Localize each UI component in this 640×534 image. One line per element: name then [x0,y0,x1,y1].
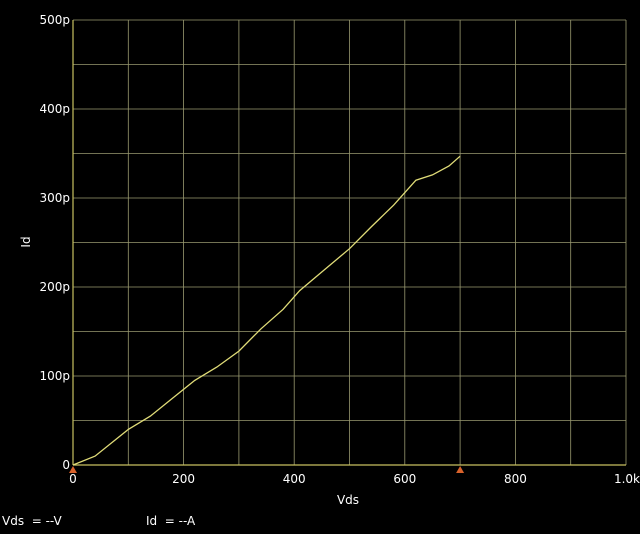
x-tick-label: 200 [172,472,195,486]
y-tick-label: 500p [39,13,70,27]
x-tick-label: 1.0k [614,472,640,486]
tick-label-layer: 0 200 400 600 800 1.0k 0 100p 200p 300p 400p 500p [39,13,640,486]
y-axis-title: Id [19,236,33,247]
x-tick-label: 400 [283,472,306,486]
y-tick-label: 400p [39,102,70,116]
grid-layer [73,19,627,465]
axis-layer [72,20,626,466]
series-layer [72,155,461,466]
x-tick-label: 800 [504,472,527,486]
series-line [72,155,461,466]
cursor-marker [69,466,77,473]
marker-layer [69,466,465,473]
cursor-readout-bar: Vds = --V Id = --A [0,512,640,530]
y-tick-label: 200p [39,280,70,294]
id-cursor-readout: Id = --A [146,514,196,528]
x-tick-label: 0 [69,472,77,486]
x-axis-title: Vds [337,493,359,507]
y-tick-label: 300p [39,191,70,205]
cursor-marker [456,466,465,473]
x-tick-label: 600 [393,472,416,486]
vds-cursor-readout: Vds = --V [2,514,62,528]
y-tick-label: 0 [62,458,70,472]
y-tick-label: 100p [39,369,70,383]
